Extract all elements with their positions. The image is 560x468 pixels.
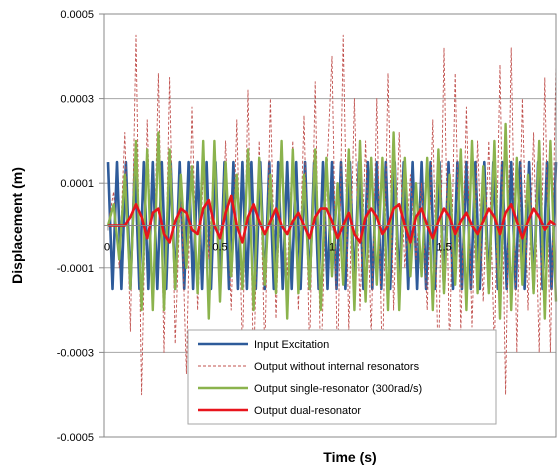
x-tick-labels: 0 0.5 1 1.5 [104, 225, 452, 254]
x-tick-label: 1 [329, 242, 335, 254]
y-tick-label: 0.0003 [60, 94, 94, 106]
series-line-3 [106, 122, 558, 320]
legend-label-1: Input Excitation [254, 339, 329, 351]
series-line-4 [108, 194, 557, 244]
y-tick-label: -0.0001 [57, 263, 94, 275]
legend-label-4: Output dual-resonator [254, 405, 361, 417]
legend: Input Excitation Output without internal … [187, 329, 497, 425]
legend-box [187, 329, 497, 425]
y-tick-label: 0.0005 [60, 9, 94, 21]
x-axis-title: Time (s) [323, 449, 376, 465]
y-tick-label: -0.0003 [57, 347, 94, 359]
series-lines [106, 34, 558, 396]
x-tick-label: 0.5 [212, 242, 227, 254]
axes [99, 13, 557, 438]
y-axis-title: Displacement (m) [9, 167, 25, 284]
series-line-2 [107, 34, 557, 396]
legend-label-3: Output single-resonator (300rad/s) [254, 383, 422, 395]
y-tick-labels: 0.0005 0.0003 0.0001 -0.0001 -0.0003 -0.0005 [57, 9, 94, 444]
x-tick-label: 1.5 [436, 242, 451, 254]
y-tick-label: -0.0005 [57, 432, 94, 444]
x-tick-label: 0 [104, 242, 110, 254]
legend-label-2: Output without internal resonators [254, 361, 420, 373]
y-tick-label: 0.0001 [60, 178, 94, 190]
